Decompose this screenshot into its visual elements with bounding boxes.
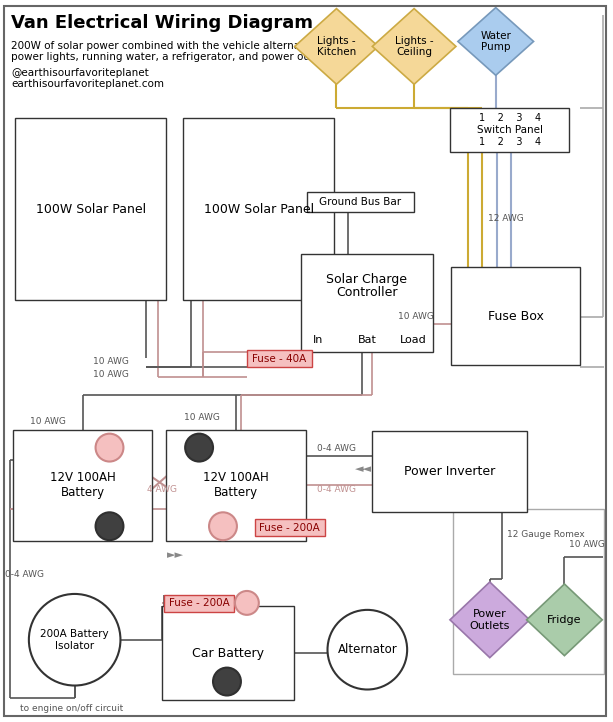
Text: Switch Panel: Switch Panel [477,125,543,135]
Text: 10 AWG: 10 AWG [30,417,66,426]
Text: Lights -
Kitchen: Lights - Kitchen [317,35,356,57]
Text: 0-4 AWG: 0-4 AWG [5,570,44,578]
Text: Fuse Box: Fuse Box [488,310,544,323]
Text: 200A Battery
Isolator: 200A Battery Isolator [40,629,109,651]
Bar [164,595,234,612]
Text: 4 AWG: 4 AWG [147,485,177,494]
Text: 10 AWG: 10 AWG [93,370,129,380]
Text: Alternator: Alternator [337,643,397,656]
Polygon shape [372,9,456,84]
Text: Load: Load [400,335,427,345]
Text: Van Electrical Wiring Diagram: Van Electrical Wiring Diagram [11,14,313,32]
Bar [372,431,527,513]
Text: to engine on/off circuit: to engine on/off circuit [20,704,123,713]
Polygon shape [458,8,533,75]
Bar [247,350,311,367]
Text: Fridge: Fridge [547,615,582,625]
Polygon shape [527,584,602,656]
Bar [451,267,581,365]
Circle shape [185,434,213,461]
Text: 12 AWG: 12 AWG [488,214,524,223]
Text: 12V 100AH
Battery: 12V 100AH Battery [50,471,115,500]
Bar [255,519,324,536]
Text: 10 AWG: 10 AWG [569,539,605,549]
Text: Fuse - 40A: Fuse - 40A [252,354,306,363]
Bar [13,430,152,542]
Text: Bat: Bat [357,335,376,345]
Circle shape [209,513,237,540]
Text: Power Inverter: Power Inverter [404,465,495,478]
Polygon shape [450,582,530,658]
Text: 0-4 AWG: 0-4 AWG [316,485,356,494]
Text: 12 Gauge Romex: 12 Gauge Romex [507,530,584,539]
Circle shape [327,610,407,690]
Text: 0-4 AWG: 0-4 AWG [316,444,356,453]
Bar [183,118,335,300]
Text: 1    2    3    4: 1 2 3 4 [479,137,541,147]
Circle shape [235,591,259,615]
Text: Controller: Controller [336,286,398,299]
Text: 1    2    3    4: 1 2 3 4 [479,113,541,123]
Text: @earthisourfavoriteplanet: @earthisourfavoriteplanet [11,69,149,78]
Text: 100W Solar Panel: 100W Solar Panel [204,203,314,216]
Text: Car Battery: Car Battery [192,647,264,660]
Text: Solar Charge: Solar Charge [326,273,407,286]
Text: ►►: ►► [167,550,184,560]
Bar [453,509,604,674]
Polygon shape [295,9,378,84]
Circle shape [96,434,123,461]
Text: power lights, running water, a refrigerator, and power outlets.: power lights, running water, a refrigera… [11,53,337,62]
Text: Fuse - 200A: Fuse - 200A [259,523,320,533]
Text: In: In [313,335,324,345]
Text: 10 AWG: 10 AWG [93,357,129,365]
Circle shape [213,668,241,695]
Bar [300,254,433,352]
Bar [450,108,569,152]
Bar [306,192,414,212]
Bar [166,430,306,542]
Text: ◄◄: ◄◄ [355,464,372,474]
Circle shape [29,594,120,685]
Text: Water
Pump: Water Pump [481,30,511,52]
Text: Fuse - 200A: Fuse - 200A [169,599,229,609]
Bar [15,118,166,300]
Text: Lights -
Ceiling: Lights - Ceiling [395,35,433,57]
Text: 200W of solar power combined with the vehicle alternator to: 200W of solar power combined with the ve… [11,41,329,51]
Text: Ground Bus Bar: Ground Bus Bar [319,196,402,206]
Bar [162,606,294,700]
Text: earthisourfavoriteplanet.com: earthisourfavoriteplanet.com [11,79,164,90]
Text: 10 AWG: 10 AWG [184,413,220,422]
Text: 100W Solar Panel: 100W Solar Panel [36,203,146,216]
Text: 12V 100AH
Battery: 12V 100AH Battery [203,471,269,500]
Text: Power
Outlets: Power Outlets [470,609,510,630]
Circle shape [96,513,123,540]
Text: 10 AWG: 10 AWG [398,312,434,321]
